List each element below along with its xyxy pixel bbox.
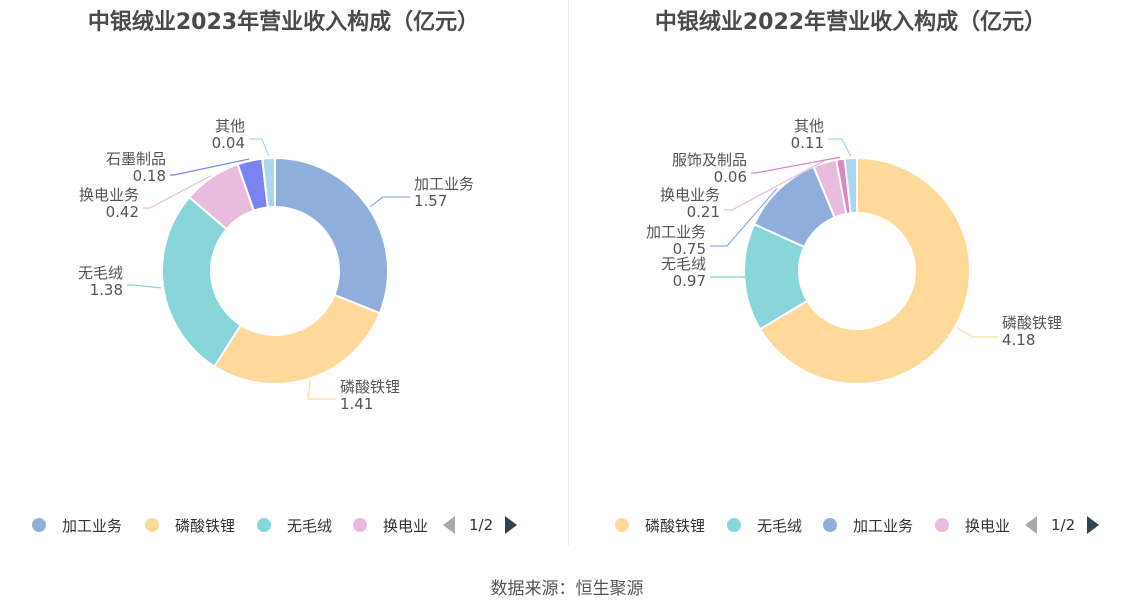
label-leader-line: [828, 138, 852, 157]
label-leader-line: [710, 187, 778, 247]
legend-label: 磷酸铁锂: [645, 516, 706, 535]
legend-item-huandian[interactable]: 换电业: [353, 512, 428, 538]
slice-label-name: 换电业务: [660, 186, 720, 204]
slice-label-value: 0.18: [133, 167, 166, 185]
legend-marker: [615, 518, 629, 532]
label-leader-line: [724, 160, 825, 211]
legend-pager: 1/2: [1025, 512, 1100, 538]
slice-label-name: 石墨制品: [106, 150, 166, 168]
legend-marker: [145, 518, 159, 532]
slice-label-name: 无毛绒: [661, 255, 706, 273]
legend-marker: [823, 518, 837, 532]
label-leader-line: [307, 380, 336, 400]
slice-label-value: 1.38: [90, 281, 123, 299]
next-page-icon[interactable]: [1087, 516, 1100, 534]
pie-slice[interactable]: [758, 156, 971, 385]
label-leader-line: [956, 327, 998, 338]
legend-item-huandian[interactable]: 换电业: [935, 512, 1010, 538]
chart-title: 中银绒业2022年营业收入构成（亿元）: [654, 10, 1047, 35]
slice-label-name: 换电业务: [79, 186, 139, 204]
slice-label-value: 0.04: [212, 134, 245, 152]
label-leader-line: [249, 138, 270, 157]
legend-label: 加工业务: [62, 516, 123, 535]
prev-page-icon[interactable]: [1025, 516, 1037, 534]
legend-label: 换电业: [383, 516, 429, 535]
slice-label-name: 加工业务: [414, 175, 474, 193]
legend-item-jiagong[interactable]: 加工业务: [32, 512, 122, 538]
legend-label: 磷酸铁锂: [175, 516, 236, 535]
slice-label-value: 0.21: [687, 203, 720, 221]
panel-divider: [568, 0, 569, 545]
legend-marker: [32, 518, 46, 532]
pie-slice[interactable]: [261, 156, 276, 209]
slice-label-name: 无毛绒: [78, 264, 123, 282]
legend-item-linsuantieli[interactable]: 磷酸铁锂: [615, 512, 705, 538]
legend: 加工业务 磷酸铁锂 无毛绒 换电业 1/2: [0, 512, 567, 538]
legend-item-wumaorong[interactable]: 无毛绒: [727, 512, 802, 538]
slice-label-value: 0.97: [673, 272, 706, 290]
slice-label-value: 1.41: [340, 395, 373, 413]
next-page-icon[interactable]: [505, 516, 518, 534]
slice-label-name: 其他: [215, 117, 245, 135]
pie-slice[interactable]: [274, 156, 389, 315]
label-leader-line: [143, 175, 211, 209]
data-source-note: 数据来源：恒生聚源: [490, 579, 644, 599]
legend: 磷酸铁锂 无毛绒 加工业务 换电业 1/2: [567, 512, 1134, 538]
slice-label-name: 磷酸铁锂: [340, 378, 400, 396]
slice-label-value: 0.11: [791, 134, 824, 152]
legend-marker: [727, 518, 741, 532]
slice-label-value: 0.06: [714, 168, 747, 186]
legend-label: 加工业务: [853, 516, 914, 535]
slice-label-value: 0.75: [673, 240, 706, 258]
chart-panel-2023: 中银绒业2023年营业收入构成（亿元） 加工业务 1.57 磷酸铁锂 1.41 无毛绒 1…: [0, 0, 567, 545]
pie-slice[interactable]: [161, 195, 243, 368]
legend-marker: [353, 518, 367, 532]
legend-marker: [935, 518, 949, 532]
label-leader-line: [127, 284, 162, 289]
chart-panel-2022: 中银绒业2022年营业收入构成（亿元） 磷酸铁锂 4.18 无毛绒 0.97 加工业务 0…: [567, 0, 1134, 545]
chart-title: 中银绒业2023年营业收入构成（亿元）: [87, 10, 480, 35]
pie-slice[interactable]: [213, 293, 382, 385]
label-leader-line: [751, 156, 841, 174]
prev-page-icon[interactable]: [443, 516, 455, 534]
label-leader-line: [369, 196, 410, 208]
legend-item-wumaorong[interactable]: 无毛绒: [257, 512, 332, 538]
pie-slice[interactable]: [843, 156, 858, 215]
slice-label-value: 0.42: [106, 203, 139, 221]
legend-item-jiagong[interactable]: 加工业务: [823, 512, 913, 538]
legend-marker: [257, 518, 271, 532]
slice-label-name: 服饰及制品: [672, 151, 747, 169]
slice-label-value: 4.18: [1002, 331, 1035, 349]
page-indicator: 1/2: [1051, 516, 1076, 534]
legend-label: 换电业: [965, 516, 1011, 535]
legend-label: 无毛绒: [757, 516, 803, 535]
slice-label-name: 其他: [794, 117, 824, 135]
legend-label: 无毛绒: [287, 516, 333, 535]
page-indicator: 1/2: [469, 516, 494, 534]
legend-item-linsuantieli[interactable]: 磷酸铁锂: [145, 512, 235, 538]
slice-label-name: 磷酸铁锂: [1002, 314, 1062, 332]
label-leader-line: [170, 158, 250, 176]
slice-label-value: 1.57: [414, 192, 447, 210]
slice-label-name: 加工业务: [646, 223, 706, 241]
legend-pager: 1/2: [443, 512, 518, 538]
